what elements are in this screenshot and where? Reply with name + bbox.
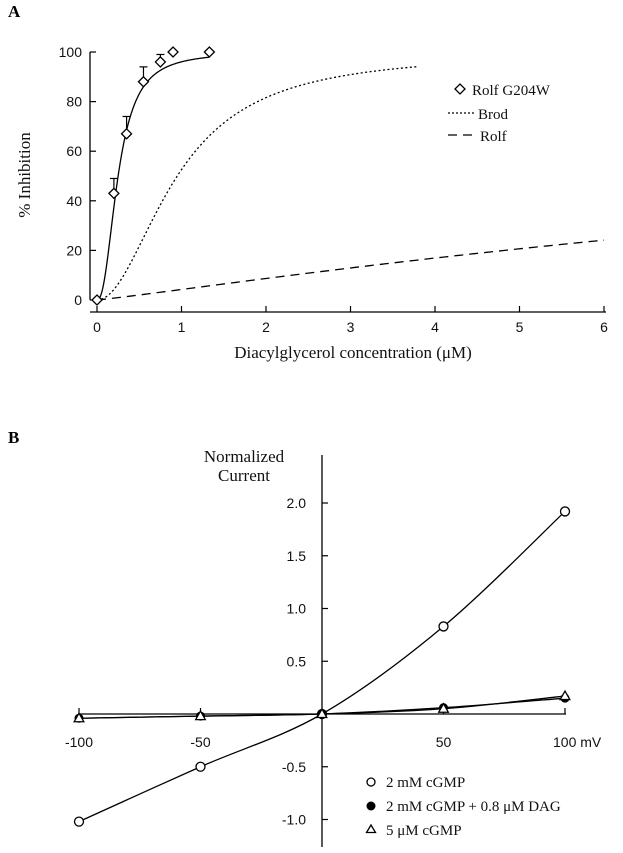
panel-b-x-tick-label: -50 bbox=[190, 734, 210, 750]
data-point-5um-cgmp bbox=[559, 689, 571, 701]
panel-a-y-label: % Inhibition bbox=[15, 132, 34, 218]
panel-a-y-tick-label: 20 bbox=[66, 242, 82, 258]
legend-rolf: Rolf bbox=[480, 129, 507, 145]
panel-a-y-tick-label: 100 bbox=[59, 44, 83, 60]
legend-5um-cgmp: 5 μM cGMP bbox=[386, 823, 462, 839]
data-point-5um-cgmp bbox=[437, 702, 450, 713]
panel-b-y-label: Normalized bbox=[204, 447, 285, 466]
legend-diamond-marker bbox=[454, 83, 466, 95]
panel-a-y-tick-label: 60 bbox=[66, 143, 82, 159]
panel-b-y-tick-label: 2.0 bbox=[287, 495, 307, 511]
panel-b-y-tick-label: 1.5 bbox=[287, 548, 307, 564]
panel-b-y-tick-label: -1.0 bbox=[282, 812, 306, 828]
data-point-rolf-g204w bbox=[167, 46, 179, 58]
fit-curve-rolf bbox=[96, 239, 605, 301]
panel-b-y-tick-label: 0.5 bbox=[287, 653, 307, 669]
legend-filled-circle bbox=[366, 801, 376, 811]
legend-open-triangle bbox=[365, 823, 377, 834]
data-point-rolf-g204w bbox=[203, 46, 216, 58]
legend-2mm-cgmp: 2 mM cGMP bbox=[386, 775, 465, 791]
panel-b-legend: 2 mM cGMP 2 mM cGMP + 0.8 μM DAG 5 μM cG… bbox=[365, 775, 561, 839]
data-point-5um-cgmp bbox=[194, 709, 207, 721]
data-point-rolf-g204w bbox=[91, 294, 103, 306]
panel-a-x-tick-label: 3 bbox=[347, 319, 355, 335]
panel-a-x-label: Diacylglycerol concentration (μM) bbox=[234, 343, 472, 362]
panel-a-x-tick-label: 6 bbox=[600, 319, 608, 335]
data-point-2mm-cgmp bbox=[73, 816, 85, 827]
data-point-rolf-g204w bbox=[120, 127, 133, 140]
panel-b-y-label-2: Current bbox=[218, 466, 270, 485]
data-point-2mm-cgmp bbox=[438, 621, 449, 632]
data-point-2mm-cgmp bbox=[195, 761, 206, 772]
data-point-2mm-cgmp bbox=[559, 506, 571, 517]
legend-2mm-cgmp-dag: 2 mM cGMP + 0.8 μM DAG bbox=[386, 799, 561, 815]
data-point-5um-cgmp bbox=[316, 707, 328, 719]
panel-a-label: A bbox=[8, 2, 21, 21]
panel-b-y-tick-label: -0.5 bbox=[282, 759, 306, 775]
panel-b-x-tick-label: 50 bbox=[436, 734, 452, 750]
legend-open-circle bbox=[366, 777, 376, 787]
panel-a-x-tick-label: 2 bbox=[262, 319, 270, 335]
panel-a-y-tick-label: 80 bbox=[66, 94, 82, 110]
panel-a-x-tick-label: 0 bbox=[93, 319, 101, 335]
panel-b-plot: 2.0 1.5 1.0 0.5 -0.5 -1.0 -100 -50 50 100 mV bbox=[65, 455, 602, 847]
panel-a-y-tick-label: 40 bbox=[66, 193, 82, 209]
data-point-rolf-g204w bbox=[137, 75, 150, 88]
panel-a-plot: 0 20 40 60 80 100 0 1 2 3 4 5 6 bbox=[59, 44, 608, 335]
fit-curve-brod bbox=[96, 65, 419, 301]
panel-b-x-tick-label: 100 mV bbox=[553, 734, 602, 750]
panel-a-x-tick-label: 5 bbox=[516, 319, 524, 335]
panel-a-x-tick-label: 1 bbox=[178, 319, 186, 335]
legend-brod: Brod bbox=[478, 107, 509, 123]
panel-b-label: B bbox=[8, 428, 19, 447]
data-point-5um-cgmp bbox=[73, 711, 85, 723]
panel-a-legend: Rolf G204W Brod Rolf bbox=[448, 83, 551, 145]
data-point-rolf-g204w bbox=[107, 187, 120, 200]
data-point-rolf-g204w bbox=[154, 56, 167, 68]
panel-b-y-tick-label: 1.0 bbox=[287, 601, 307, 617]
panel-b-x-tick-label: -100 bbox=[65, 734, 93, 750]
panel-a-x-tick-label: 4 bbox=[431, 319, 439, 335]
legend-rolf-g204w: Rolf G204W bbox=[472, 83, 551, 99]
panel-a-y-tick-label: 0 bbox=[74, 292, 82, 308]
